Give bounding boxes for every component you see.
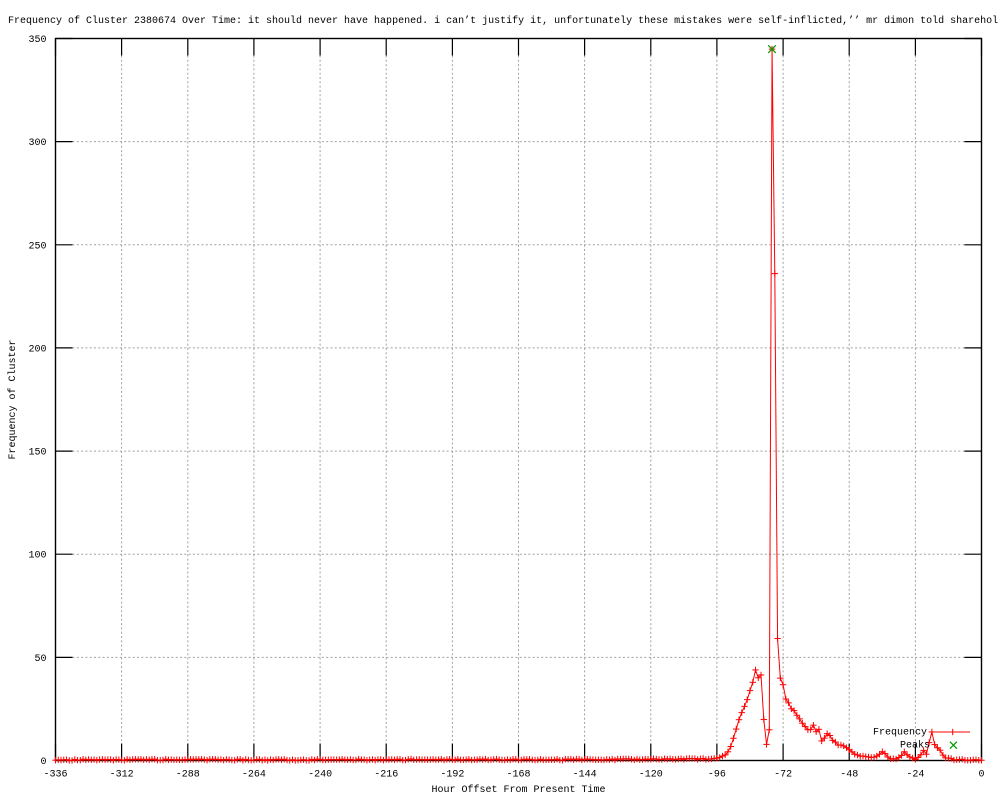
svg-text:-288: -288 [176,770,200,781]
svg-text:-144: -144 [573,770,597,781]
svg-text:-24: -24 [906,770,924,781]
svg-text:-72: -72 [774,770,792,781]
svg-text:-48: -48 [840,770,858,781]
svg-text:-336: -336 [43,770,67,781]
svg-text:100: 100 [28,551,46,562]
svg-text:200: 200 [28,344,46,355]
svg-text:Frequency of Cluster: Frequency of Cluster [7,339,19,459]
svg-text:-216: -216 [374,770,398,781]
svg-text:-264: -264 [242,770,266,781]
svg-text:-96: -96 [708,770,726,781]
svg-text:50: 50 [34,654,46,665]
svg-text:Peaks: Peaks [900,740,930,752]
svg-text:Frequency: Frequency [873,728,927,739]
svg-text:0: 0 [978,770,984,781]
svg-text:-192: -192 [440,770,464,781]
svg-text:150: 150 [28,448,46,459]
svg-text:300: 300 [28,138,46,149]
svg-text:Frequency of Cluster 2380674 O: Frequency of Cluster 2380674 Over Time: … [8,15,998,27]
svg-text:250: 250 [28,241,46,252]
svg-text:Hour Offset From Present Time: Hour Offset From Present Time [431,784,605,796]
svg-text:0: 0 [40,757,46,768]
svg-text:-120: -120 [639,770,663,781]
svg-text:-168: -168 [506,770,530,781]
svg-text:350: 350 [28,35,46,46]
svg-text:-240: -240 [308,770,332,781]
svg-text:-312: -312 [110,770,134,781]
